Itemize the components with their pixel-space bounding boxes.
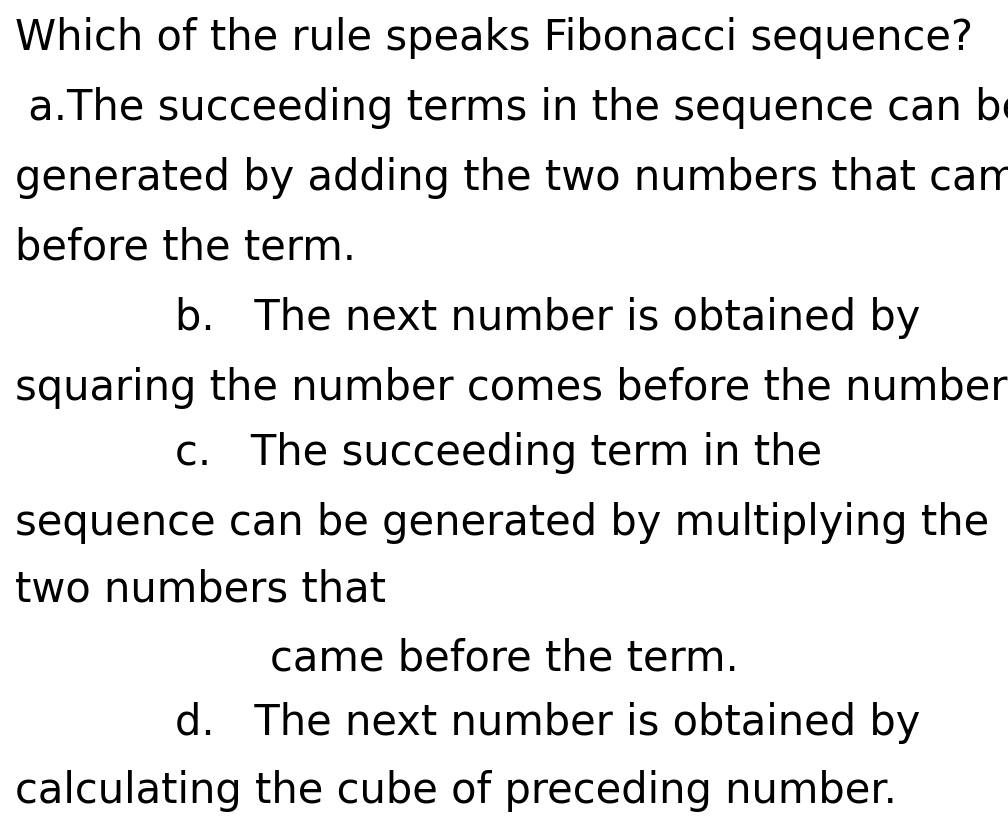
Text: Which of the rule speaks Fibonacci sequence?: Which of the rule speaks Fibonacci seque… (15, 17, 973, 59)
Text: sequence can be generated by multiplying the: sequence can be generated by multiplying… (15, 502, 989, 544)
Text: b.   The next number is obtained by: b. The next number is obtained by (175, 297, 920, 339)
Text: a.The succeeding terms in the sequence can be: a.The succeeding terms in the sequence c… (15, 87, 1008, 129)
Text: squaring the number comes before the number.: squaring the number comes before the num… (15, 367, 1008, 409)
Text: before the term.: before the term. (15, 227, 356, 269)
Text: came before the term.: came before the term. (270, 637, 739, 679)
Text: d.   The next number is obtained by: d. The next number is obtained by (175, 702, 920, 744)
Text: c.   The succeeding term in the: c. The succeeding term in the (175, 432, 823, 474)
Text: two numbers that: two numbers that (15, 569, 386, 611)
Text: calculating the cube of preceding number.: calculating the cube of preceding number… (15, 770, 897, 812)
Text: generated by adding the two numbers that came: generated by adding the two numbers that… (15, 157, 1008, 199)
